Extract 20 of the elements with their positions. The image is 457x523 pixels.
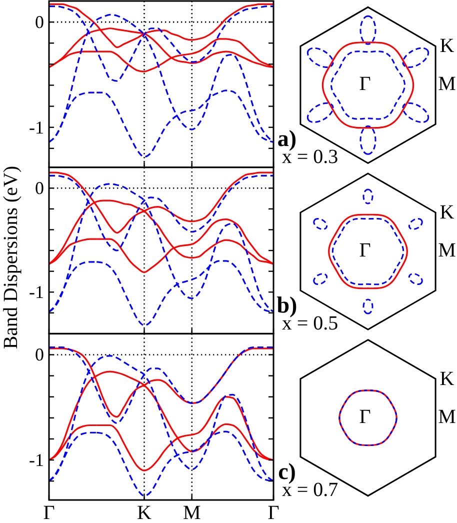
y-tick-label: -1 bbox=[29, 450, 44, 470]
x-tick-label: K bbox=[137, 502, 152, 523]
x-tick-label: M bbox=[182, 502, 201, 523]
x-tick-label: Γ bbox=[43, 502, 55, 523]
text: M bbox=[438, 406, 456, 428]
y-tick-label: -1 bbox=[29, 117, 44, 138]
y-axis-title: Band Dispersions (eV) bbox=[0, 166, 22, 350]
y-tick-label: -1 bbox=[29, 282, 44, 302]
y-tick-label: 0 bbox=[35, 344, 44, 365]
text: M bbox=[438, 240, 456, 262]
text: M bbox=[438, 73, 456, 96]
text: Γ bbox=[359, 406, 371, 428]
text: Γ bbox=[359, 73, 371, 96]
y-tick-label: 0 bbox=[35, 12, 44, 32]
text: Γ bbox=[359, 240, 371, 262]
text: K bbox=[440, 368, 455, 390]
text: K bbox=[440, 202, 455, 224]
x-tick-label: Γ bbox=[268, 502, 280, 523]
y-tick-label: 0 bbox=[35, 178, 44, 198]
text: K bbox=[440, 35, 455, 58]
